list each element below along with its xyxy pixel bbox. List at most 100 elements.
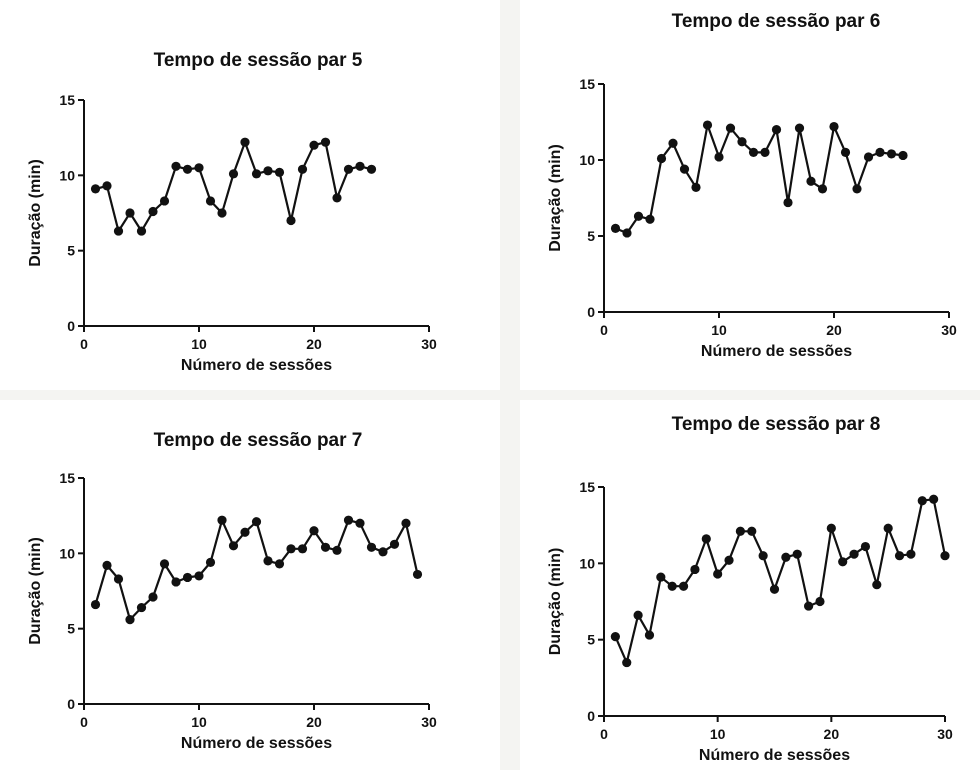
data-point	[701, 534, 711, 544]
data-point	[286, 544, 296, 554]
y-tick-label: 5	[67, 621, 75, 637]
data-point	[886, 149, 897, 159]
data-point	[725, 123, 736, 133]
data-point	[194, 571, 204, 581]
data-point	[875, 147, 885, 157]
data-point	[817, 184, 828, 194]
data-point	[883, 523, 893, 533]
data-point	[228, 541, 239, 551]
chart-panel-par-8: Tempo de sessão par 8 0 5 10 15 0 10 20 30 Número…	[520, 400, 980, 770]
data-point	[148, 206, 158, 217]
data-point	[644, 630, 655, 640]
data-point	[633, 610, 643, 620]
y-tick-label: 0	[67, 696, 75, 712]
chart-panel-par-5: Tempo de sessão par 5 0 5 10 15 0 10 20 30 Número…	[0, 0, 500, 390]
data-point	[182, 572, 193, 583]
y-axis-label: Duração (min)	[27, 159, 44, 267]
data-point	[714, 152, 724, 162]
data-point	[713, 569, 723, 579]
data-point	[748, 147, 759, 157]
data-point	[622, 657, 632, 668]
data-point	[610, 632, 620, 642]
y-tick-label: 5	[67, 243, 75, 259]
x-tick-label: 30	[421, 336, 437, 352]
data-point	[125, 208, 135, 218]
data-point	[263, 166, 273, 176]
y-axis-label: Duração (min)	[27, 537, 44, 645]
data-point	[668, 138, 678, 148]
line-chart-par-8: Tempo de sessão par 8 0 5 10 15 0 10 20 30 Número…	[547, 414, 953, 764]
series-line	[95, 141, 372, 233]
data-point	[863, 152, 874, 162]
data-point	[940, 551, 950, 561]
chart-title: Tempo de sessão par 7	[154, 430, 363, 451]
data-point	[320, 137, 331, 147]
x-axis-label: Número de sessões	[181, 357, 332, 374]
data-point	[690, 564, 700, 575]
y-axis-label: Duração (min)	[547, 548, 564, 656]
line-chart-par-7: Tempo de sessão par 7 0 5 10 15 0 10 20 30 Número…	[27, 430, 437, 752]
data-point	[274, 167, 285, 177]
data-point	[332, 193, 342, 203]
chart-panel-par-7: Tempo de sessão par 7 0 5 10 15 0 10 20 30 Número…	[0, 400, 500, 770]
data-point	[90, 184, 101, 194]
data-point	[171, 161, 181, 171]
data-point	[771, 125, 782, 135]
data-point	[702, 120, 713, 130]
chart-title: Tempo de sessão par 6	[672, 11, 881, 32]
y-tick-label: 5	[587, 632, 595, 648]
x-axis-label: Número de sessões	[181, 735, 332, 752]
data-point	[102, 560, 112, 570]
data-point	[263, 556, 273, 566]
data-point	[758, 551, 768, 561]
data-point	[366, 542, 377, 552]
data-point	[136, 602, 147, 613]
data-point	[679, 164, 690, 174]
chart-title: Tempo de sessão par 5	[154, 50, 363, 71]
data-point	[898, 150, 908, 161]
data-point	[355, 161, 365, 171]
data-point	[783, 197, 793, 208]
x-tick-label: 30	[937, 726, 953, 742]
data-point	[610, 223, 621, 233]
data-point	[769, 584, 780, 594]
data-point	[228, 169, 239, 179]
y-tick-label: 5	[587, 228, 595, 244]
data-point	[297, 164, 308, 174]
data-point	[794, 123, 805, 133]
x-axis-label: Número de sessões	[699, 747, 850, 764]
data-point	[872, 580, 882, 590]
x-tick-label: 30	[941, 322, 957, 338]
data-point	[125, 615, 135, 625]
x-tick-label: 20	[306, 336, 322, 352]
data-point	[217, 515, 227, 525]
data-point	[240, 527, 250, 537]
data-point	[171, 577, 181, 587]
data-point	[678, 581, 689, 591]
data-point	[929, 494, 939, 504]
data-point	[113, 574, 124, 584]
x-tick-label: 0	[80, 336, 88, 352]
x-tick-label: 20	[306, 714, 322, 730]
data-point	[205, 557, 216, 567]
data-point	[804, 601, 814, 611]
chart-title: Tempo de sessão par 8	[672, 414, 881, 435]
x-tick-label: 20	[826, 322, 842, 338]
y-tick-label: 10	[59, 545, 75, 561]
data-point	[917, 496, 927, 506]
data-point	[829, 121, 839, 132]
data-point	[217, 208, 227, 218]
y-tick-label: 0	[587, 708, 595, 724]
y-tick-label: 10	[579, 555, 595, 571]
data-point	[760, 147, 770, 157]
x-axis-label: Número de sessões	[701, 343, 852, 360]
data-point	[806, 176, 816, 186]
y-tick-label: 15	[59, 92, 75, 108]
data-point	[645, 214, 655, 224]
x-tick-label: 10	[711, 322, 727, 338]
data-point	[332, 545, 342, 555]
x-tick-label: 10	[710, 726, 726, 742]
line-chart-par-5: Tempo de sessão par 5 0 5 10 15 0 10 20 30 Número…	[27, 50, 437, 374]
data-point	[343, 515, 354, 525]
data-point	[251, 169, 262, 179]
